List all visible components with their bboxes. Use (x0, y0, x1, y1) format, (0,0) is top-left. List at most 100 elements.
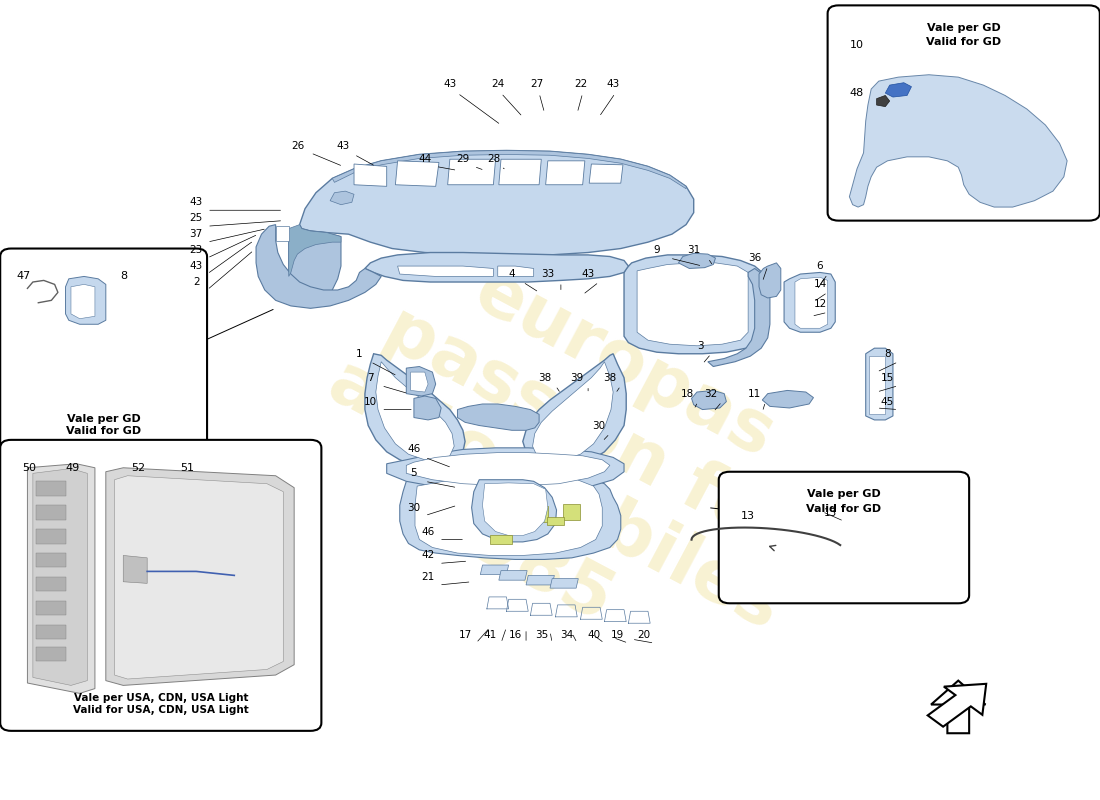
Text: 43: 43 (582, 269, 595, 279)
Polygon shape (354, 164, 387, 186)
Text: 27: 27 (530, 79, 543, 90)
Text: 41: 41 (484, 630, 497, 640)
Text: 48: 48 (849, 88, 864, 98)
Text: 43: 43 (443, 79, 456, 90)
Polygon shape (36, 625, 66, 639)
Text: 39: 39 (571, 373, 584, 382)
Polygon shape (36, 553, 66, 567)
Polygon shape (36, 601, 66, 615)
Polygon shape (866, 348, 893, 420)
Text: 12: 12 (813, 299, 826, 310)
Text: 29: 29 (456, 154, 470, 164)
Polygon shape (483, 483, 548, 535)
Text: 38: 38 (603, 373, 616, 382)
Text: Vale per GD: Vale per GD (927, 23, 1001, 33)
Text: 43: 43 (337, 142, 350, 151)
Polygon shape (36, 482, 66, 496)
Text: 14: 14 (813, 279, 826, 290)
Text: 52: 52 (131, 462, 145, 473)
Polygon shape (637, 263, 748, 346)
Polygon shape (498, 159, 541, 185)
Text: 10: 10 (849, 40, 864, 50)
Text: 16: 16 (508, 630, 521, 640)
Text: Valid for GD: Valid for GD (926, 38, 1001, 47)
Polygon shape (497, 509, 515, 524)
Text: 43: 43 (189, 261, 202, 271)
Polygon shape (332, 150, 686, 189)
Text: 42: 42 (421, 550, 434, 561)
Polygon shape (28, 464, 95, 694)
Polygon shape (708, 269, 770, 366)
Text: 44: 44 (418, 154, 431, 164)
Polygon shape (72, 285, 95, 318)
Text: Vale per GD: Vale per GD (67, 414, 141, 424)
Polygon shape (522, 354, 626, 468)
Text: 32: 32 (704, 389, 718, 398)
Text: 30: 30 (593, 421, 606, 430)
Polygon shape (491, 534, 512, 544)
Polygon shape (410, 372, 428, 392)
Polygon shape (784, 273, 835, 332)
Text: Valid for GD: Valid for GD (806, 504, 881, 514)
Text: 51: 51 (179, 462, 194, 473)
Text: 11: 11 (748, 389, 761, 398)
Text: 26: 26 (290, 142, 304, 151)
Text: 49: 49 (66, 462, 80, 473)
Polygon shape (114, 476, 284, 679)
Text: 8: 8 (884, 349, 891, 358)
Text: 33: 33 (541, 269, 554, 279)
Polygon shape (448, 159, 496, 185)
Text: 21: 21 (421, 572, 434, 582)
Polygon shape (472, 480, 557, 542)
Polygon shape (406, 453, 609, 486)
Polygon shape (759, 263, 781, 298)
Polygon shape (624, 255, 762, 354)
Text: 37: 37 (189, 229, 202, 239)
Text: 8: 8 (120, 271, 128, 282)
Polygon shape (927, 684, 987, 726)
Text: Vale per USA, CDN, USA Light: Vale per USA, CDN, USA Light (74, 693, 248, 703)
Polygon shape (288, 229, 341, 300)
Text: 24: 24 (491, 79, 505, 90)
Polygon shape (406, 366, 436, 396)
Polygon shape (36, 577, 66, 591)
Text: 18: 18 (681, 389, 694, 398)
Text: 43: 43 (606, 79, 619, 90)
Polygon shape (36, 529, 66, 543)
Polygon shape (498, 570, 527, 580)
Text: 17: 17 (459, 630, 472, 640)
Polygon shape (36, 647, 66, 662)
Polygon shape (849, 74, 1067, 207)
Polygon shape (869, 356, 886, 414)
Polygon shape (877, 95, 890, 106)
Text: 10: 10 (364, 397, 377, 406)
Polygon shape (547, 518, 564, 525)
Polygon shape (481, 565, 508, 574)
Polygon shape (376, 362, 454, 461)
Polygon shape (365, 354, 465, 468)
Polygon shape (36, 506, 66, 519)
Polygon shape (762, 390, 814, 408)
Polygon shape (330, 191, 354, 205)
Text: 1: 1 (356, 349, 363, 358)
Text: 50: 50 (22, 462, 36, 473)
Text: 31: 31 (688, 245, 701, 255)
FancyBboxPatch shape (827, 6, 1100, 221)
Text: 13: 13 (824, 508, 837, 518)
Text: 9: 9 (653, 245, 660, 255)
Text: 15: 15 (881, 373, 894, 382)
Polygon shape (256, 225, 382, 308)
Polygon shape (276, 226, 288, 241)
Text: 45: 45 (881, 397, 894, 406)
Polygon shape (590, 164, 623, 183)
Polygon shape (299, 150, 694, 255)
Polygon shape (414, 396, 441, 420)
Polygon shape (395, 161, 439, 186)
Polygon shape (387, 448, 624, 492)
Text: 30: 30 (407, 502, 420, 513)
Text: 20: 20 (637, 630, 650, 640)
Polygon shape (546, 161, 585, 185)
Polygon shape (288, 225, 341, 277)
FancyBboxPatch shape (0, 440, 321, 731)
Text: europas
passion for
automobiles
1985: europas passion for automobiles 1985 (282, 217, 862, 710)
